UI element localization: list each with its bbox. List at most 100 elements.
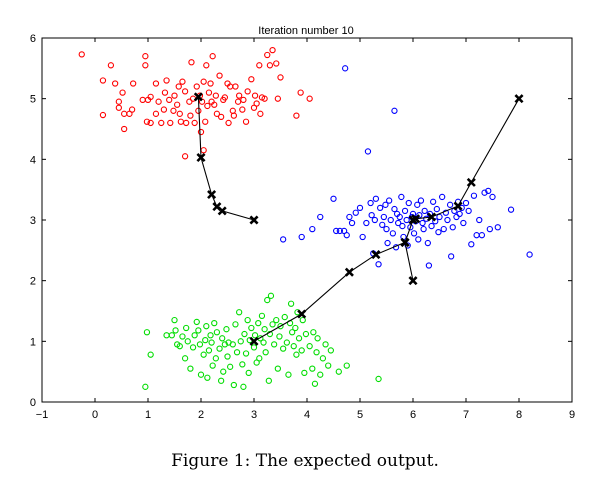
data-point <box>99 77 107 84</box>
data-point <box>309 365 316 372</box>
data-point <box>302 330 310 338</box>
data-point <box>183 119 190 127</box>
data-point <box>414 201 421 208</box>
data-point <box>223 326 230 333</box>
x-tick-label: 3 <box>251 409 257 421</box>
data-point <box>236 92 243 99</box>
data-point <box>107 62 115 69</box>
data-point <box>367 199 374 207</box>
data-point <box>212 92 219 99</box>
data-point <box>507 206 515 213</box>
data-point <box>293 112 300 119</box>
data-point <box>225 119 232 127</box>
data-point <box>387 216 394 224</box>
data-point <box>251 92 259 99</box>
data-point <box>287 300 295 307</box>
y-tick-label: 5 <box>30 94 36 106</box>
data-point <box>78 51 85 58</box>
data-point <box>396 213 403 221</box>
data-point <box>460 219 467 227</box>
data-point <box>405 199 412 207</box>
data-point <box>260 339 267 346</box>
data-point <box>239 361 246 368</box>
data-point <box>143 329 151 336</box>
data-point <box>277 323 284 330</box>
data-point <box>175 83 182 90</box>
data-point <box>209 53 216 60</box>
data-point <box>306 95 313 102</box>
data-point <box>274 95 281 102</box>
data-point <box>128 106 136 113</box>
data-point <box>346 213 353 221</box>
data-point <box>163 332 170 339</box>
data-point <box>420 225 427 233</box>
x-tick-label: 9 <box>569 409 575 421</box>
data-point <box>130 80 137 87</box>
data-point <box>147 351 154 358</box>
data-point <box>193 83 200 90</box>
data-point <box>158 119 165 127</box>
data-point <box>220 368 227 375</box>
y-tick-label: 3 <box>30 215 36 227</box>
y-tick-label: 2 <box>30 276 36 288</box>
data-point <box>352 209 359 216</box>
data-point <box>269 46 276 54</box>
centroid-marker <box>196 152 206 163</box>
data-point <box>407 224 414 231</box>
data-point <box>224 353 231 360</box>
centroid-marker <box>453 201 463 211</box>
data-point <box>253 100 260 107</box>
data-point <box>297 89 304 96</box>
data-point <box>221 94 228 101</box>
data-point <box>188 59 195 66</box>
data-point <box>202 118 209 125</box>
data-point <box>200 351 207 358</box>
data-point <box>309 225 316 233</box>
x-tick-label: 2 <box>198 409 204 421</box>
data-point <box>183 324 190 332</box>
data-point <box>217 377 225 384</box>
data-point <box>379 221 386 229</box>
data-point <box>121 110 128 117</box>
data-point <box>191 119 198 127</box>
data-point <box>181 88 189 95</box>
data-point <box>395 219 402 227</box>
centroid-marker <box>249 336 259 346</box>
data-point <box>317 371 324 378</box>
centroid-marker <box>212 202 222 212</box>
data-point <box>191 332 198 339</box>
data-point <box>170 107 177 114</box>
data-point <box>142 383 149 390</box>
data-point <box>375 261 382 268</box>
data-point <box>142 62 149 69</box>
data-point <box>436 213 443 221</box>
data-point <box>391 107 398 114</box>
data-point <box>380 213 387 221</box>
data-point <box>248 76 255 83</box>
data-point <box>264 51 271 59</box>
data-point <box>184 338 191 345</box>
data-point <box>264 296 271 304</box>
data-point <box>230 381 238 389</box>
data-point <box>277 74 284 81</box>
data-point <box>270 341 278 348</box>
data-point <box>298 347 305 354</box>
data-point <box>207 332 214 339</box>
data-point <box>258 312 266 320</box>
centroid-marker <box>514 94 524 104</box>
data-point <box>204 374 211 381</box>
data-point <box>261 326 268 333</box>
data-point <box>205 89 213 96</box>
data-point <box>399 222 406 230</box>
data-point <box>332 227 340 235</box>
data-point <box>250 344 258 351</box>
plot-title: Iteration number 10 <box>258 25 353 37</box>
data-point <box>256 62 263 69</box>
data-point <box>195 327 202 334</box>
data-point <box>317 213 324 221</box>
data-point <box>195 107 202 114</box>
data-point <box>163 77 170 84</box>
data-point <box>470 192 478 199</box>
data-point <box>421 207 428 215</box>
